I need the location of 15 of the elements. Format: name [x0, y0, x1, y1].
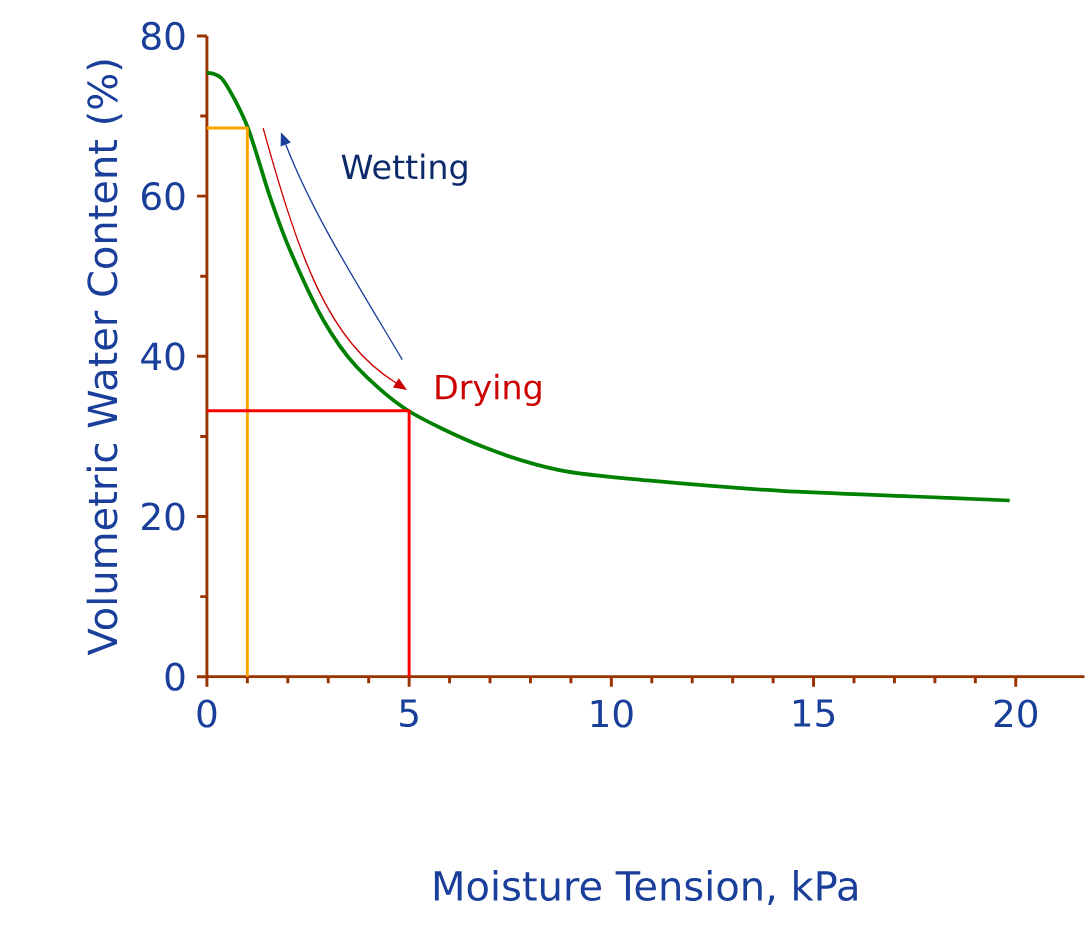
- y-tick-label: 20: [142, 502, 185, 531]
- x-tick-label: 5: [400, 699, 418, 728]
- x-tick-label: 15: [793, 699, 835, 728]
- x-tick-label: 10: [591, 699, 633, 728]
- y-tick-label: 40: [141, 342, 185, 371]
- y-tick-label: 80: [141, 22, 185, 51]
- x-tick-label: 0: [197, 699, 217, 728]
- y-tick-label: 0: [165, 662, 185, 692]
- x-axis-title: Moisture Tension, kPa: [434, 870, 857, 906]
- y-tick-label: 60: [142, 182, 185, 211]
- line-series: [205, 71, 1012, 503]
- x-tick-label: 20: [994, 699, 1038, 728]
- y-axis-title: Volumetric Water Content (%): [86, 60, 123, 656]
- annotation: Wetting: [341, 153, 467, 187]
- annotation: Drying: [436, 374, 541, 407]
